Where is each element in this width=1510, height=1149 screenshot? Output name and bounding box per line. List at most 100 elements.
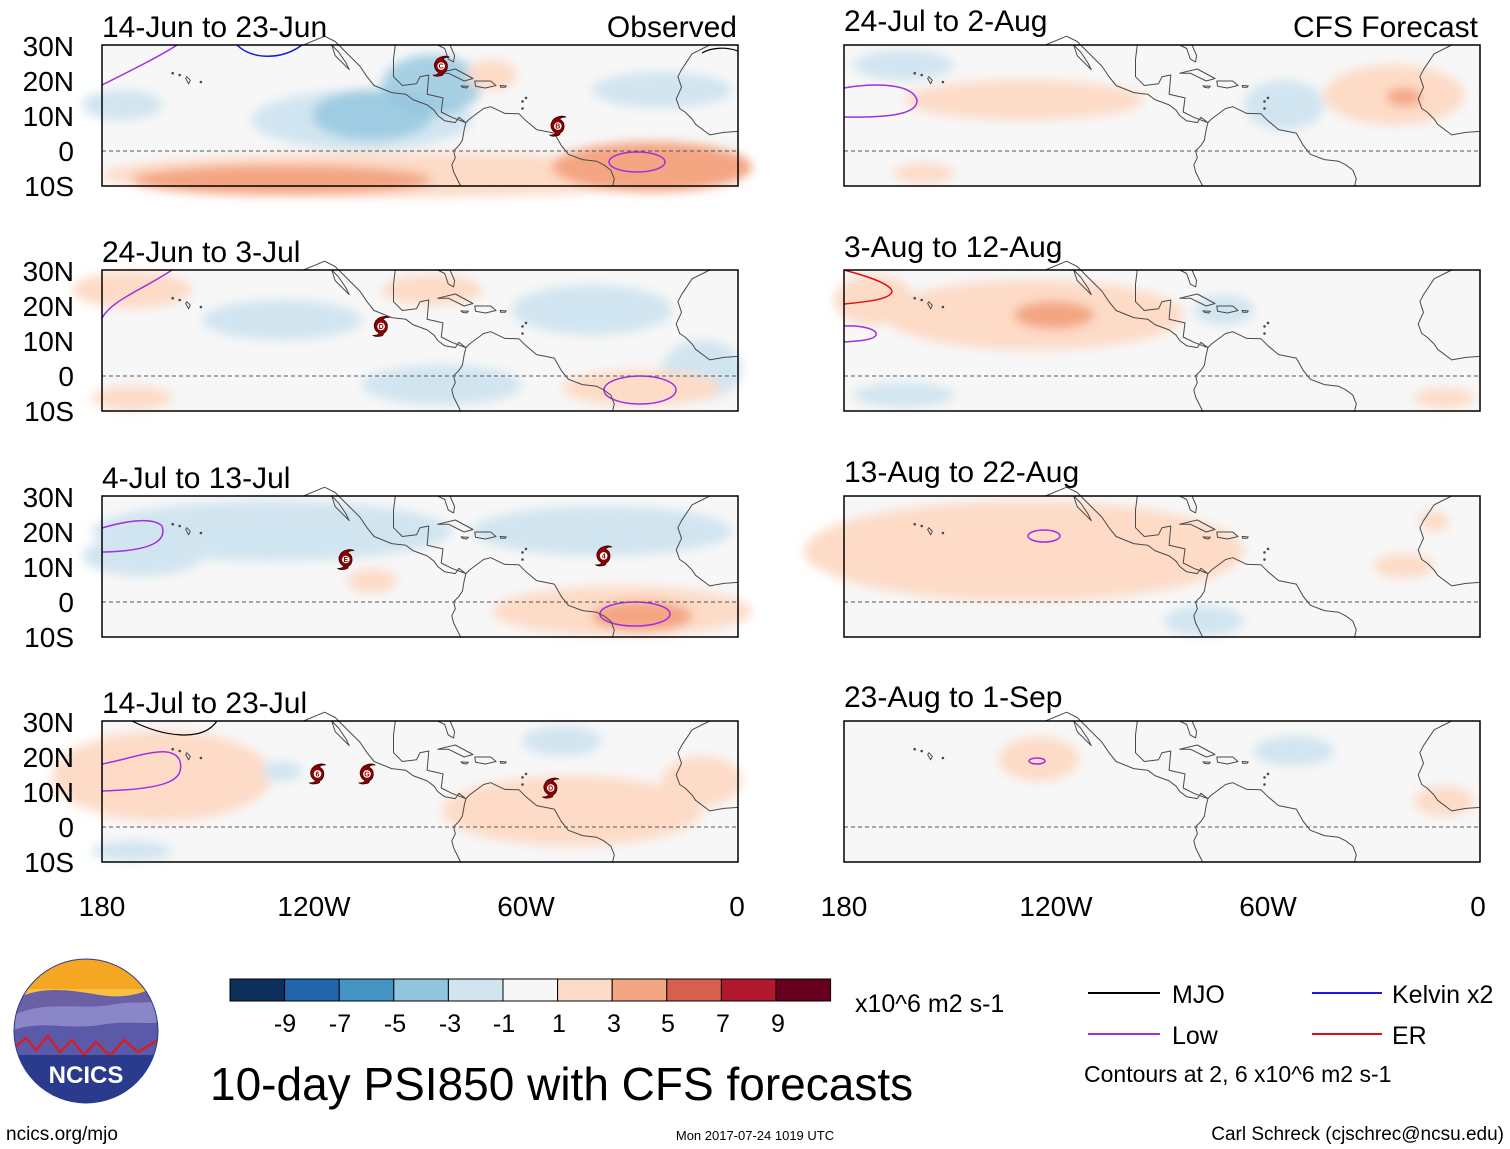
coastline-south-america	[451, 782, 615, 863]
coastline-hispaniola	[474, 305, 497, 314]
coastline-hispaniola	[1216, 756, 1239, 765]
island-marker	[199, 305, 203, 309]
lat-label: 10N	[23, 552, 74, 583]
storm-label: E	[343, 557, 348, 564]
island-marker	[1263, 558, 1266, 561]
low-contours	[1028, 757, 1046, 765]
coastline-north-america	[1044, 486, 1209, 575]
island-marker	[1266, 321, 1270, 325]
colorbar-tick: 1	[552, 1010, 566, 1038]
colorbar-swatch	[666, 978, 722, 1002]
coastline-north-america	[1044, 711, 1209, 800]
panel-7-period: 13-Aug to 22-Aug	[844, 456, 1079, 489]
coastline-south-america	[451, 331, 615, 412]
anomaly-fill	[999, 736, 1474, 816]
anomaly-fill	[854, 50, 1464, 183]
lat-labels-panel-3: 30N 20N 10N 0 10S	[23, 482, 74, 653]
coastline-north-america	[302, 486, 467, 575]
coastline-baja-peninsula	[1073, 269, 1092, 296]
colorbar-tick: 3	[607, 1010, 621, 1038]
lat-label: 30N	[23, 707, 74, 738]
panel-4-period: 14-Jul to 23-Jul	[102, 687, 307, 720]
island-marker	[521, 332, 524, 335]
lon-labels-left: 180 120W 60W 0	[79, 891, 745, 922]
lat-label: 30N	[23, 256, 74, 287]
coastline-hispaniola	[474, 756, 497, 765]
coastline-cuba	[437, 293, 474, 307]
coastline-north-america	[302, 35, 467, 124]
coastline-cuba	[1179, 68, 1216, 82]
island-marker	[171, 71, 174, 75]
lon-label: 180	[821, 891, 868, 922]
anomaly-fill	[834, 275, 1474, 408]
coastline-north-america	[1044, 260, 1209, 349]
anomaly-fill	[52, 726, 742, 861]
lat-labels-panel-4: 30N 20N 10N 0 10S	[23, 707, 74, 878]
coastline-south-america	[1193, 331, 1357, 412]
coastline-africa	[1417, 720, 1481, 812]
tropical-cyclone-icon: D	[541, 777, 560, 799]
storm-label: B	[555, 124, 560, 131]
lat-label: 20N	[23, 517, 74, 548]
coastline-baja-peninsula	[331, 720, 350, 747]
footer-url: ncics.org/mjo	[6, 1124, 118, 1145]
coastline-baja-peninsula	[1073, 495, 1092, 522]
island-marker	[521, 107, 524, 110]
tropical-cyclone-icon: 4	[594, 545, 613, 567]
tropical-cyclone-icon: G	[358, 763, 376, 785]
lat-label: 30N	[23, 31, 74, 62]
lat-label: 0	[58, 136, 74, 167]
island-marker	[941, 80, 945, 84]
lat-label: 10S	[24, 396, 74, 427]
island-marker	[524, 547, 528, 551]
lon-label: 120W	[277, 891, 351, 922]
legend-label-er: ER	[1392, 1022, 1427, 1050]
legend-label-low: Low	[1172, 1022, 1219, 1050]
island-marker	[199, 756, 203, 760]
coastline-jamaica	[460, 536, 469, 540]
coastline-south-america	[451, 557, 615, 638]
tropical-cyclone-icon: E	[336, 549, 355, 570]
coastline-puerto-rico	[1241, 310, 1249, 313]
island-marker	[913, 522, 916, 526]
storm-label: C	[439, 64, 444, 71]
lat-label: 10S	[24, 847, 74, 878]
panel-3: E4	[82, 486, 752, 638]
panel-1: CB	[82, 35, 752, 197]
coastline-baja-peninsula	[331, 495, 350, 522]
coastline-south-america	[1193, 782, 1357, 863]
colorbar-tick: -7	[329, 1010, 351, 1038]
coastline-jamaica	[1202, 536, 1211, 540]
lat-label: 10N	[23, 101, 74, 132]
coastline-jamaica	[1202, 85, 1211, 89]
tropical-cyclone-icon: 6	[308, 763, 327, 785]
island-marker	[521, 776, 524, 779]
island-marker	[1263, 776, 1266, 779]
island-marker	[521, 783, 524, 786]
coastline-hawaii	[185, 301, 191, 310]
coastline-hawaii	[927, 752, 933, 761]
lat-label: 0	[58, 812, 74, 843]
panel-8-period: 23-Aug to 1-Sep	[844, 681, 1062, 714]
coastline-hispaniola	[1216, 531, 1239, 540]
island-marker	[1266, 96, 1270, 100]
colorbar-swatch	[720, 978, 777, 1002]
coastline-hispaniola	[474, 80, 497, 89]
coastline-cuba	[1179, 744, 1216, 758]
panel-8	[843, 711, 1481, 863]
island-marker	[1263, 332, 1266, 335]
island-marker	[941, 305, 945, 309]
coastline-cuba	[437, 519, 474, 533]
coastline-north-america	[1044, 35, 1209, 124]
footer-author: Carl Schreck (cjschrec@ncsu.edu)	[1211, 1124, 1504, 1145]
island-marker	[171, 522, 174, 526]
coastline-jamaica	[1202, 310, 1211, 314]
island-marker	[920, 524, 923, 528]
ncics-logo: NCICS	[13, 958, 159, 1104]
coastline-africa	[675, 495, 739, 587]
coastline-hawaii	[185, 76, 191, 85]
contour-legend: MJO Kelvin x2 Low ER Contours at 2, 6 x1…	[1084, 981, 1493, 1087]
lat-label: 20N	[23, 66, 74, 97]
colorbar-swatch	[611, 978, 668, 1002]
